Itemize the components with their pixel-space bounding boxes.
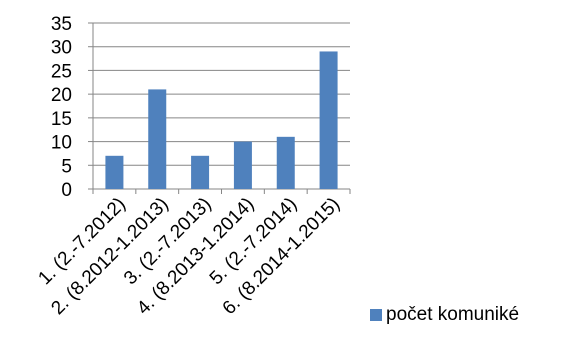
y-tick-label: 25: [51, 61, 72, 82]
bar-3: [191, 155, 210, 189]
bar-1: [105, 155, 124, 189]
bar-4: [233, 141, 252, 189]
y-tick-label: 10: [51, 133, 72, 154]
y-tick-label: 30: [51, 38, 72, 59]
legend-swatch: [370, 309, 382, 321]
y-tick-label: 5: [61, 156, 72, 177]
legend-label: počet komuniké: [386, 304, 520, 325]
bar-5: [276, 136, 295, 189]
y-tick-label: 35: [51, 14, 72, 35]
y-tick-label: 20: [51, 85, 72, 106]
bar-2: [148, 89, 167, 189]
bar-6: [319, 51, 338, 190]
y-tick-label: 15: [51, 109, 72, 130]
legend: počet komuniké: [370, 304, 519, 326]
y-tick-label: 0: [61, 180, 72, 201]
